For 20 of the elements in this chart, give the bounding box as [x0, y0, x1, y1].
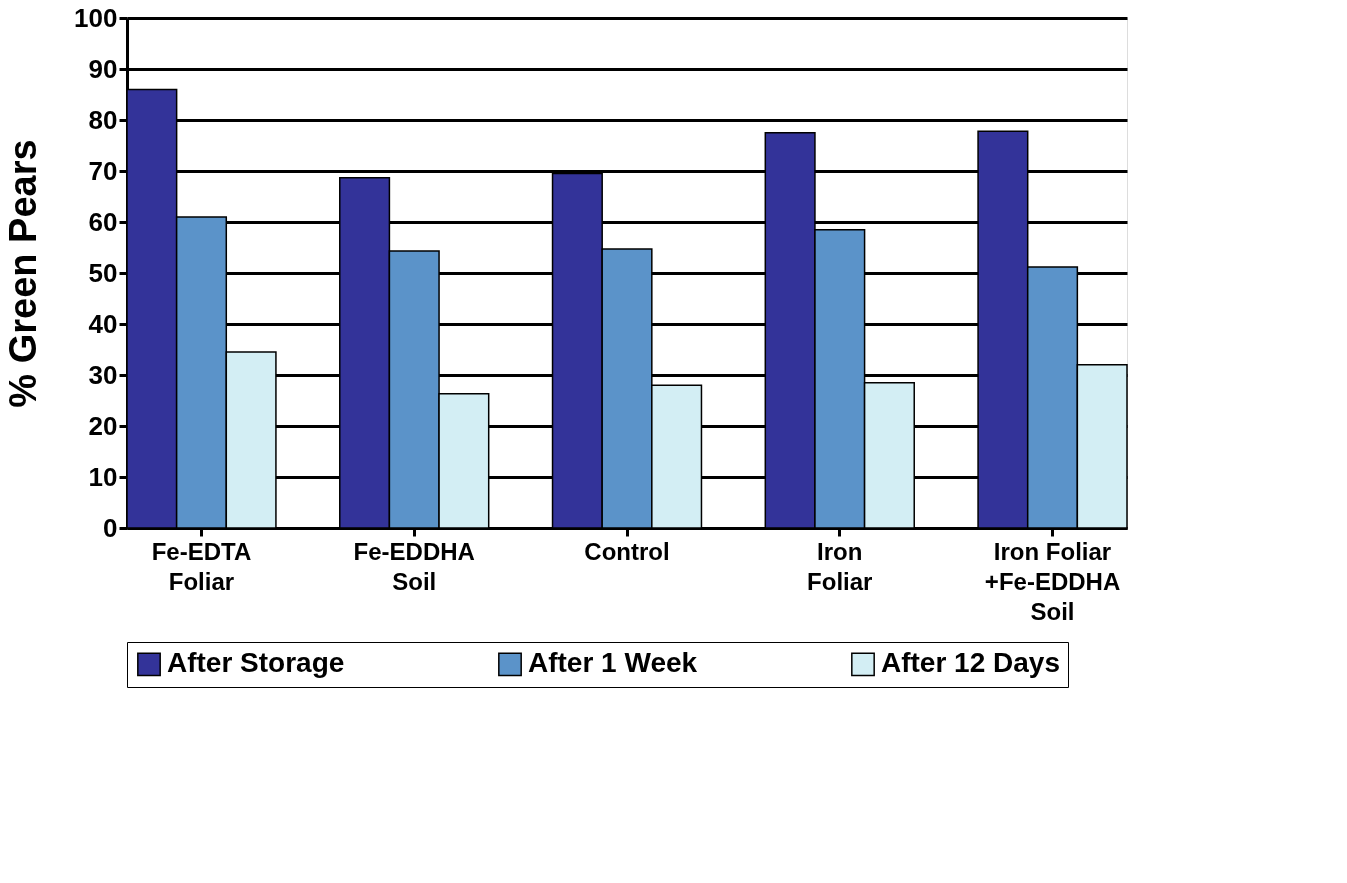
x-tick-label: Control	[584, 537, 670, 565]
y-tick-label: 60	[88, 206, 118, 237]
legend-label: After 1 Week	[528, 647, 698, 679]
y-tick-label: 100	[74, 2, 118, 33]
y-tick-label: 90	[88, 53, 118, 84]
x-tick-label: Iron Foliar	[807, 537, 873, 595]
y-tick-label: 10	[88, 461, 118, 492]
y-tick-label: 20	[88, 410, 118, 441]
y-tick-label: 70	[88, 155, 118, 186]
legend-label: After 12 Days	[881, 647, 1060, 679]
y-tick-label: 40	[88, 308, 118, 339]
y-tick-label: 0	[103, 512, 118, 543]
x-tick-label: Fe-EDTA Foliar	[151, 537, 252, 595]
x-tick-label: Iron Foliar +Fe-EDDHA Soil	[984, 537, 1121, 625]
y-tick-label: 50	[88, 257, 118, 288]
legend-label: After Storage	[167, 647, 345, 679]
y-axis-title: % Green Pears	[2, 139, 45, 408]
y-tick-label: 30	[88, 359, 118, 390]
x-tick-label: Fe-EDDHA Soil	[353, 537, 475, 595]
y-tick-label: 80	[88, 104, 118, 135]
